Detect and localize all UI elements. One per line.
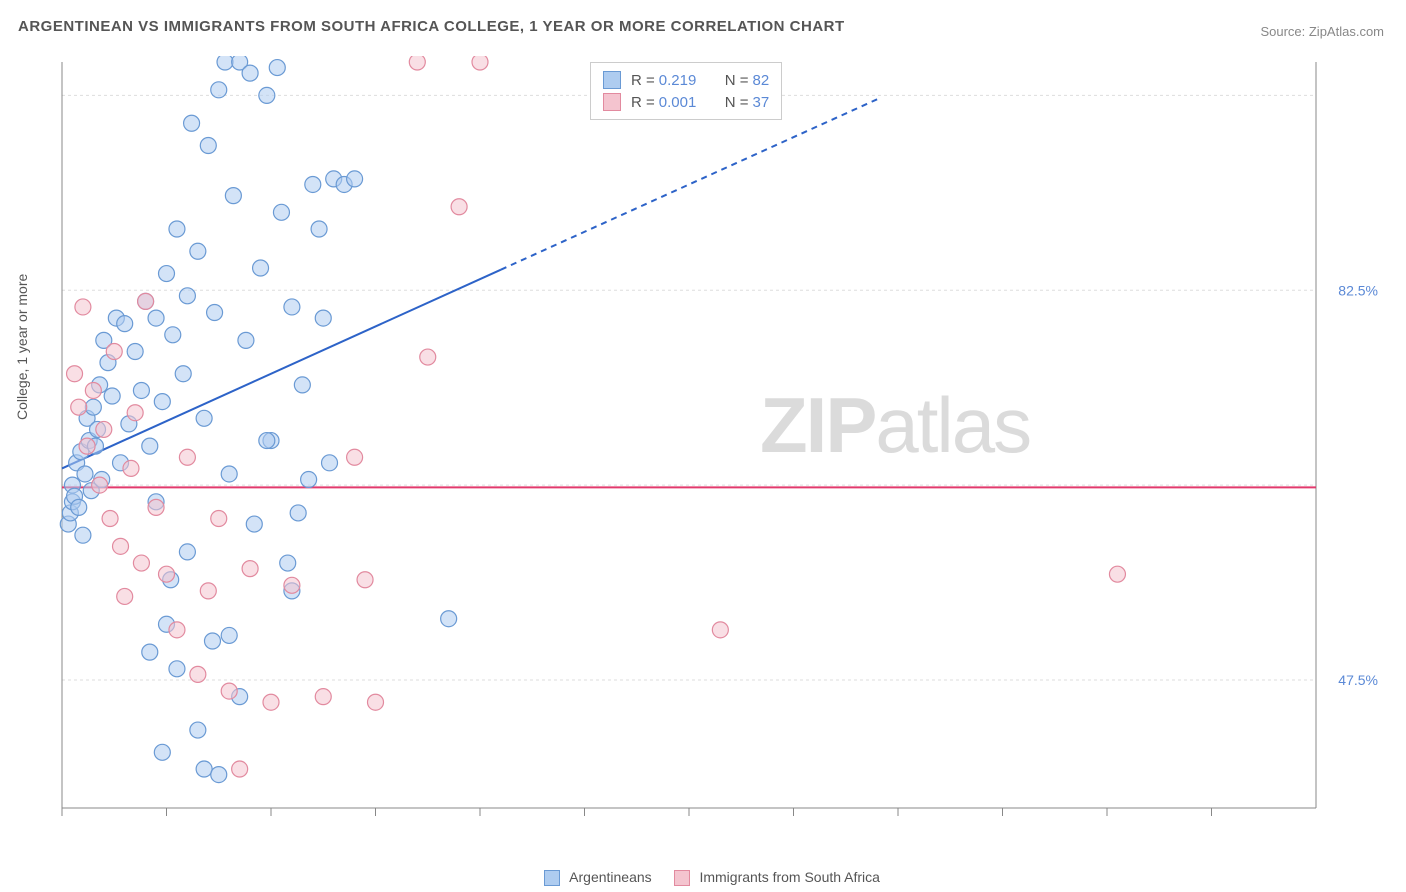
scatter-plot: 47.5% 82.5% bbox=[56, 56, 1386, 836]
legend-label-1: Immigrants from South Africa bbox=[699, 869, 880, 885]
legend-square-icon bbox=[603, 71, 621, 89]
legend-label-0: Argentineans bbox=[569, 869, 652, 885]
stat-row-1: R = 0.001 N = 37 bbox=[603, 91, 769, 113]
watermark-bold: ZIP bbox=[760, 381, 875, 469]
bottom-legend: Argentineans Immigrants from South Afric… bbox=[0, 869, 1406, 886]
n-label: N = bbox=[725, 94, 749, 111]
stat-row-0: R = 0.219 N = 82 bbox=[603, 69, 769, 91]
legend-square-icon bbox=[544, 870, 560, 886]
source-label: Source: ZipAtlas.com bbox=[1260, 24, 1384, 39]
watermark: ZIPatlas bbox=[760, 380, 1030, 471]
n-value: 82 bbox=[753, 72, 770, 89]
r-label: R = bbox=[631, 94, 655, 111]
svg-text:82.5%: 82.5% bbox=[1338, 282, 1378, 298]
watermark-light: atlas bbox=[875, 381, 1030, 469]
n-label: N = bbox=[725, 72, 749, 89]
r-label: R = bbox=[631, 72, 655, 89]
r-value: 0.001 bbox=[659, 94, 709, 111]
stat-legend: R = 0.219 N = 82 R = 0.001 N = 37 bbox=[590, 62, 782, 120]
r-value: 0.219 bbox=[659, 72, 709, 89]
legend-square-icon bbox=[603, 93, 621, 111]
legend-square-icon bbox=[674, 870, 690, 886]
chart-title: ARGENTINEAN VS IMMIGRANTS FROM SOUTH AFR… bbox=[18, 18, 845, 35]
svg-text:47.5%: 47.5% bbox=[1338, 672, 1378, 688]
y-axis-label: College, 1 year or more bbox=[14, 274, 30, 420]
n-value: 37 bbox=[753, 94, 770, 111]
